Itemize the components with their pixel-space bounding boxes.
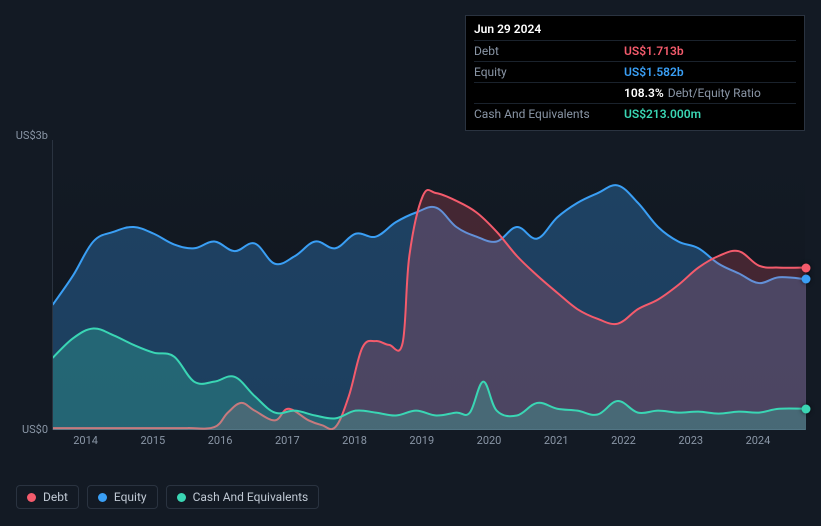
x-tick: 2018 <box>342 434 367 447</box>
series-marker-equity <box>802 275 811 284</box>
legend-swatch <box>27 493 36 502</box>
legend-label: Debt <box>43 490 68 504</box>
y-axis-bottom-label: US$0 <box>12 423 48 436</box>
x-tick: 2014 <box>73 434 98 447</box>
tooltip-label <box>474 86 624 100</box>
tooltip-value: 108.3%Debt/Equity Ratio <box>624 86 761 100</box>
x-tick: 2015 <box>140 434 165 447</box>
tooltip-value: US$1.582b <box>624 65 684 79</box>
legend-swatch <box>98 493 107 502</box>
legend-item-equity[interactable]: Equity <box>87 485 158 509</box>
tooltip-row: DebtUS$1.713b <box>474 41 796 62</box>
legend-item-cash-and-equivalents[interactable]: Cash And Equivalents <box>166 485 320 509</box>
tooltip-label: Debt <box>474 44 624 58</box>
series-marker-cash-and-equivalents <box>802 404 811 413</box>
tooltip-value: US$1.713b <box>624 44 684 58</box>
x-axis-ticks: 2014 2015 2016 2017 2018 2019 2020 2021 2022 2023… <box>52 434 805 450</box>
legend-label: Cash And Equivalents <box>193 490 309 504</box>
tooltip-value: US$213.000m <box>624 107 701 121</box>
x-tick: 2016 <box>208 434 233 447</box>
chart-tooltip: Jun 29 2024 DebtUS$1.713bEquityUS$1.582b… <box>465 15 805 131</box>
tooltip-label: Cash And Equivalents <box>474 107 624 121</box>
x-tick: 2023 <box>678 434 703 447</box>
tooltip-row: 108.3%Debt/Equity Ratio <box>474 83 796 104</box>
chart-plot-area[interactable] <box>52 140 805 430</box>
legend-label: Equity <box>114 490 147 504</box>
chart-svg <box>53 140 806 430</box>
tooltip-suffix: Debt/Equity Ratio <box>668 86 761 100</box>
x-tick: 2017 <box>275 434 300 447</box>
series-marker-debt <box>802 263 811 272</box>
x-tick: 2024 <box>746 434 771 447</box>
tooltip-label: Equity <box>474 65 624 79</box>
x-tick: 2020 <box>477 434 502 447</box>
legend-item-debt[interactable]: Debt <box>16 485 79 509</box>
y-axis-top-label: US$3b <box>12 129 48 142</box>
legend-swatch <box>177 493 186 502</box>
debt-equity-chart: US$3b US$0 20142015201620172018201920202… <box>16 120 805 450</box>
x-tick: 2021 <box>544 434 569 447</box>
chart-legend: Debt Equity Cash And Equivalents <box>16 485 319 509</box>
x-tick: 2022 <box>611 434 636 447</box>
tooltip-row: EquityUS$1.582b <box>474 62 796 83</box>
tooltip-date: Jun 29 2024 <box>474 22 796 41</box>
x-tick: 2019 <box>409 434 434 447</box>
